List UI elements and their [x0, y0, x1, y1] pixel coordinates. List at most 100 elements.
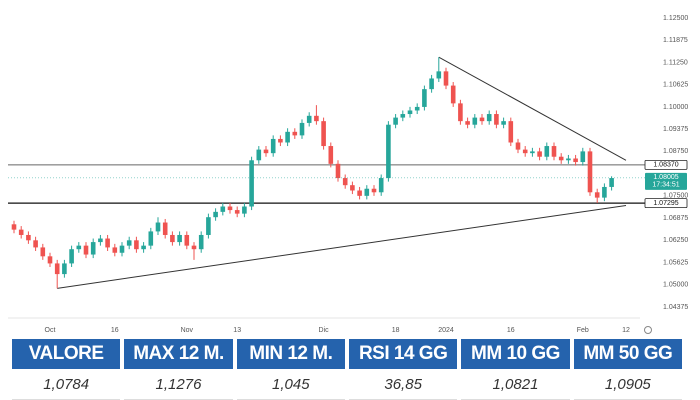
candle-body — [472, 117, 478, 125]
candle-body — [69, 249, 74, 264]
candle-body — [587, 151, 593, 193]
candle-body — [306, 115, 312, 123]
candle-body — [321, 121, 326, 147]
candle-body — [256, 149, 262, 161]
level-label: 1.07295 — [653, 200, 678, 207]
candle-body — [126, 240, 132, 246]
candle-body — [558, 156, 564, 161]
candle-body — [501, 121, 506, 125]
candle-body — [429, 78, 434, 90]
candle-body — [170, 234, 175, 243]
candle-body — [522, 149, 528, 154]
x-tick-label: Feb — [577, 327, 589, 334]
candle-body — [508, 121, 514, 143]
candle-body — [220, 206, 226, 212]
header-cell: MM 10 GG — [461, 339, 570, 369]
candle-body — [544, 146, 550, 157]
candle-body — [270, 138, 276, 154]
candle-body — [206, 217, 211, 235]
candle-body — [119, 245, 125, 253]
candle-body — [407, 110, 413, 115]
candle-body — [112, 247, 118, 253]
candle-body — [573, 158, 578, 163]
y-tick-label: 1.10000 — [663, 104, 688, 111]
candle-body — [364, 188, 370, 196]
candle-body — [292, 131, 298, 136]
value-cell: 1,045 — [236, 369, 345, 400]
candle-body — [47, 256, 53, 264]
candle-body — [83, 245, 89, 255]
candle-body — [18, 229, 24, 235]
header-cell: MAX 12 M. — [124, 339, 233, 369]
candle-body — [515, 142, 521, 150]
candle-body — [350, 185, 355, 191]
y-tick-label: 1.05000 — [663, 282, 688, 289]
candle-body — [26, 234, 31, 241]
candle-body — [443, 71, 449, 86]
candle-body — [465, 121, 470, 125]
candle-body — [486, 114, 492, 122]
header-cell: RSI 14 GG — [348, 339, 458, 369]
candle-body — [105, 238, 110, 248]
trendline — [438, 56, 627, 161]
y-tick-label: 1.07500 — [663, 193, 688, 200]
y-tick-label: 1.06875 — [663, 215, 688, 222]
candle-body — [314, 115, 319, 122]
y-tick-label: 1.05625 — [663, 259, 688, 266]
header-cell: MM 50 GG — [573, 339, 682, 369]
settings-icon[interactable] — [644, 326, 652, 334]
x-tick-label: 13 — [233, 327, 241, 334]
candle-body — [184, 234, 190, 246]
candle-body — [537, 151, 542, 157]
y-tick-label: 1.10625 — [663, 82, 688, 89]
candle-body — [393, 117, 398, 125]
candle-body — [76, 245, 82, 250]
candle-body — [141, 245, 146, 250]
candle-body — [450, 85, 456, 104]
candle-body — [162, 222, 168, 235]
level-label: 1.08370 — [653, 162, 678, 169]
value-cell: 1,0905 — [573, 369, 682, 400]
candle-body — [357, 190, 362, 196]
y-tick-label: 1.06250 — [663, 237, 688, 244]
y-tick-label: 1.11875 — [663, 37, 688, 44]
x-tick-label: Nov — [181, 327, 194, 334]
x-tick-label: 16 — [111, 327, 119, 334]
y-tick-label: 1.12500 — [663, 15, 688, 22]
candle-body — [458, 103, 463, 122]
level-box — [644, 198, 688, 209]
candle-body — [551, 146, 557, 157]
candle-body — [227, 206, 233, 211]
last-price-time: 17:34:51 — [652, 182, 679, 189]
header-cell: MIN 12 M. — [236, 339, 345, 369]
candle-body — [414, 106, 420, 111]
value-row: 1,0784 1,1276 1,045 36,85 1,0821 1,0905 — [12, 369, 682, 400]
candle-body — [479, 117, 485, 122]
candle-body — [378, 178, 384, 193]
x-tick-label: Dic — [319, 327, 330, 334]
candle-body — [191, 245, 197, 250]
candle-body — [198, 234, 204, 250]
candle-body — [11, 224, 17, 230]
y-tick-label: 1.09375 — [663, 126, 688, 133]
candle-body — [371, 188, 377, 193]
candle-body — [566, 158, 571, 161]
x-tick-label: 2024 — [438, 327, 454, 334]
candle-body — [134, 240, 139, 250]
candle-body — [33, 240, 38, 248]
candle-body — [155, 222, 161, 232]
candle-body — [90, 242, 96, 255]
candle-body — [594, 192, 600, 198]
candle-body — [213, 211, 218, 218]
candle-body — [242, 206, 247, 214]
y-tick-label: 1.08750 — [663, 148, 688, 155]
chart: 1.04375 1.05000 1.05625 1.06250 1.06875 1.075… — [8, 15, 688, 334]
header-cell: VALORE — [12, 339, 121, 369]
last-price-label: 1.08005 — [653, 174, 678, 181]
level-box — [644, 160, 688, 170]
candle-body — [436, 71, 442, 79]
candle-body — [386, 124, 391, 179]
x-tick-label: Oct — [45, 327, 56, 334]
value-cell: 1,1276 — [124, 369, 233, 400]
